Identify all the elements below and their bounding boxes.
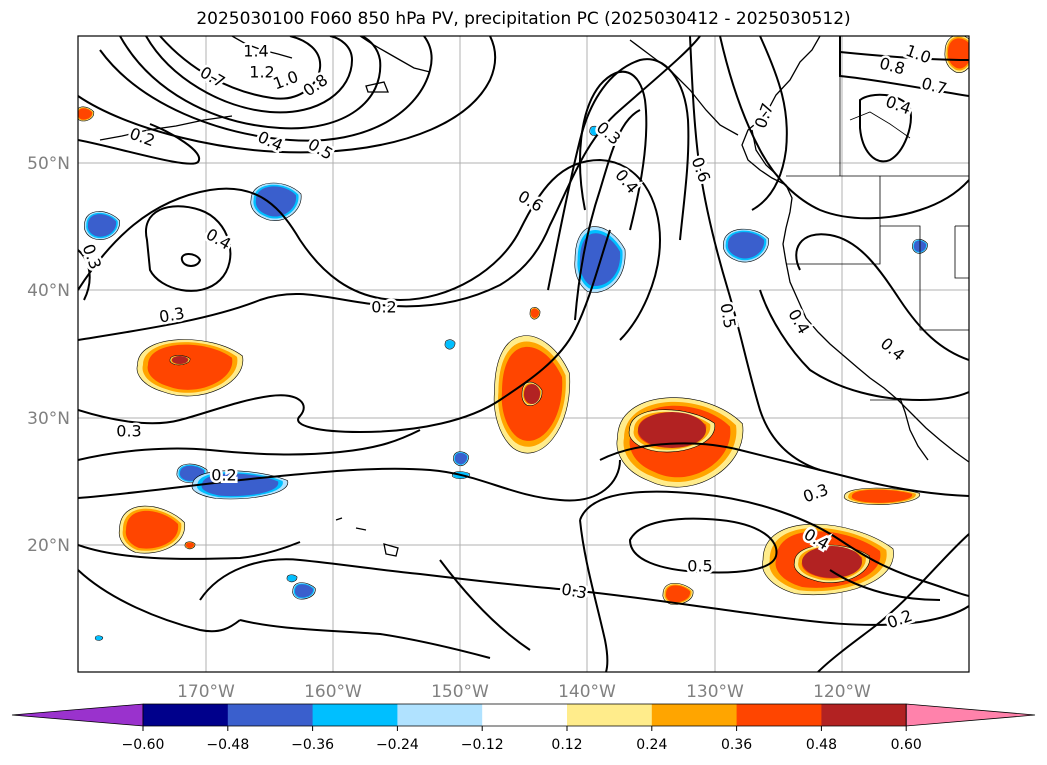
- precip-blob: [444, 339, 456, 350]
- lon-label-140w: 140°W: [558, 682, 616, 702]
- precip-blob: [453, 451, 469, 467]
- precip-blob: [184, 541, 196, 550]
- contour-label: 0.2: [371, 298, 396, 317]
- precip-blob: [78, 106, 95, 122]
- map-title: 2025030100 F060 850 hPa PV, precipitatio…: [196, 9, 851, 29]
- contour-label: 0.3: [116, 422, 141, 441]
- precip-blob: [191, 470, 288, 500]
- lat-label-40: 40°N: [27, 281, 70, 301]
- precip-blob: [250, 182, 302, 221]
- precip-blob: [843, 487, 920, 505]
- precip-blob: [136, 339, 243, 397]
- precip-blob: [169, 355, 191, 366]
- precip-blob: [662, 582, 694, 605]
- precip-blob: [912, 238, 928, 254]
- colorbar-extend-high: [905, 703, 1036, 727]
- contour-label: 1.4: [243, 42, 268, 61]
- colorbar-tick-label: 0.12: [551, 737, 582, 753]
- colorbar-extend-low: [11, 703, 144, 727]
- colorbar-segment: [482, 704, 568, 726]
- colorbar-tick-label: 0.24: [636, 737, 667, 753]
- colorbar-segment: [227, 704, 314, 726]
- precip-blob: [628, 409, 715, 453]
- colorbar-segment: [736, 704, 822, 726]
- colorbar-segment: [567, 704, 653, 726]
- lon-label-160w: 160°W: [304, 682, 362, 702]
- contour-label: 1.2: [249, 63, 274, 82]
- colorbar-segment: [143, 704, 229, 726]
- latitude-labels: 50°N 40°N 30°N 20°N: [27, 154, 70, 556]
- colorbar-tick-label: −0.12: [461, 737, 504, 753]
- colorbar-tick-label: 0.60: [891, 737, 922, 753]
- pv-contours: [78, 36, 969, 672]
- lon-label-120w: 120°W: [813, 682, 871, 702]
- lon-label-170w: 170°W: [177, 682, 235, 702]
- colorbar-segment: [651, 704, 738, 726]
- colorbar: [11, 703, 1036, 727]
- contour-label: 0.5: [688, 556, 713, 575]
- lat-label-30: 30°N: [27, 409, 70, 429]
- map-frame: [77, 35, 970, 673]
- longitude-labels: 170°W 160°W 150°W 140°W 130°W 120°W: [177, 682, 871, 702]
- precip-blob: [529, 307, 541, 320]
- colorbar-segment: [312, 704, 398, 726]
- precipitation-shading: [78, 36, 969, 641]
- precip-blob: [292, 582, 316, 600]
- lat-label-50: 50°N: [27, 154, 70, 174]
- precip-blob: [286, 574, 298, 583]
- colorbar-tick-label: 0.36: [721, 737, 752, 753]
- contour-label: 0.2: [211, 466, 236, 485]
- colorbar-tick-label: 0.48: [806, 737, 837, 753]
- precip-blob: [84, 211, 120, 240]
- colorbar-tick-label: −0.60: [122, 737, 165, 753]
- colorbar-ticks: −0.60 −0.48 −0.36 −0.24 −0.12 0.12 0.24 0.36 0.4…: [122, 726, 922, 753]
- precip-blob: [521, 381, 543, 406]
- precip-blob: [722, 228, 769, 263]
- precip-blob: [118, 505, 185, 554]
- contour-label: 0.5: [687, 557, 712, 576]
- colorbar-segment: [397, 704, 483, 726]
- colorbar-tick-label: −0.48: [206, 737, 249, 753]
- precip-blob: [94, 635, 104, 641]
- lat-label-20: 20°N: [27, 536, 70, 556]
- colorbar-tick-label: −0.36: [291, 737, 334, 753]
- colorbar-segment: [821, 704, 907, 726]
- lon-label-150w: 150°W: [431, 682, 489, 702]
- lon-label-130w: 130°W: [686, 682, 744, 702]
- coastlines: [99, 36, 969, 557]
- precip-blob: [793, 544, 870, 583]
- precip-blob: [944, 36, 969, 73]
- colorbar-tick-label: −0.24: [376, 737, 419, 753]
